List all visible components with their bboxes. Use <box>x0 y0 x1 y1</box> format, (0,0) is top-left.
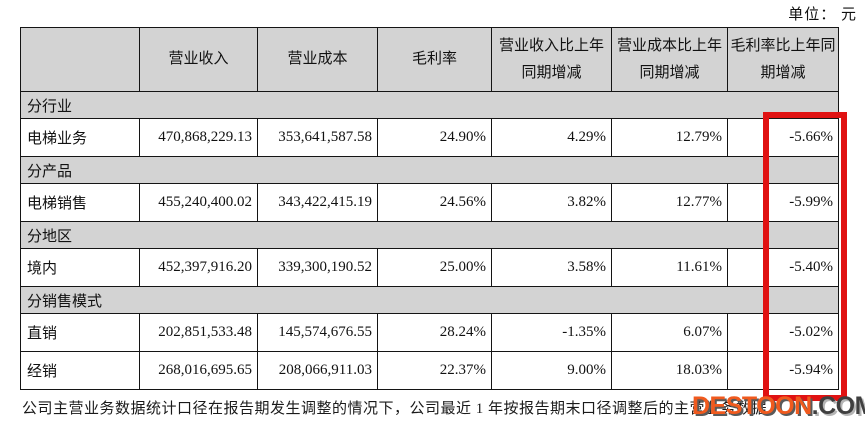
cost-yoy-value: 11.61% <box>611 248 728 287</box>
revenue-yoy-value: -1.35% <box>491 313 612 352</box>
margin-yoy-value: -5.02% <box>727 313 839 352</box>
section-title: 分销售模式 <box>20 286 839 314</box>
header-revenue-yoy: 营业收入比上年同期增减 <box>491 27 612 92</box>
watermark-brand: DESTOON <box>692 392 812 420</box>
header-margin-yoy: 毛利率比上年同期增减 <box>727 27 839 92</box>
table-row-direct-sales: 直销 202,851,533.48 145,574,676.55 28.24% … <box>20 313 839 352</box>
cost-value: 353,641,587.58 <box>257 118 378 157</box>
cost-yoy-value: 12.79% <box>611 118 728 157</box>
header-cost: 营业成本 <box>257 27 378 92</box>
cost-value: 145,574,676.55 <box>257 313 378 352</box>
row-label: 电梯业务 <box>20 118 140 157</box>
section-title: 分地区 <box>20 221 839 249</box>
cost-yoy-value: 18.03% <box>611 351 728 390</box>
section-by-sales-model: 分销售模式 <box>20 286 839 314</box>
section-by-region: 分地区 <box>20 221 839 249</box>
section-title: 分产品 <box>20 156 839 184</box>
margin-value: 24.90% <box>377 118 492 157</box>
margin-yoy-value: -5.94% <box>727 351 839 390</box>
revenue-value: 268,016,695.65 <box>139 351 258 390</box>
cost-yoy-value: 6.07% <box>611 313 728 352</box>
margin-yoy-value: -5.40% <box>727 248 839 287</box>
row-label: 电梯销售 <box>20 183 140 222</box>
table-row-elevator-business: 电梯业务 470,868,229.13 353,641,587.58 24.90… <box>20 118 839 157</box>
margin-value: 24.56% <box>377 183 492 222</box>
unit-label: 单位： 元 <box>788 7 857 23</box>
section-by-product: 分产品 <box>20 156 839 184</box>
revenue-yoy-value: 9.00% <box>491 351 612 390</box>
margin-value: 25.00% <box>377 248 492 287</box>
revenue-value: 202,851,533.48 <box>139 313 258 352</box>
business-segment-table: 营业收入 营业成本 毛利率 营业收入比上年同期增减 营业成本比上年同期增减 毛利… <box>20 27 839 390</box>
destoon-watermark: DESTOON.COM <box>692 392 865 421</box>
cost-value: 208,066,911.03 <box>257 351 378 390</box>
cost-value: 343,422,415.19 <box>257 183 378 222</box>
table-header-row: 营业收入 营业成本 毛利率 营业收入比上年同期增减 营业成本比上年同期增减 毛利… <box>20 27 839 92</box>
margin-value: 22.37% <box>377 351 492 390</box>
revenue-yoy-value: 3.58% <box>491 248 612 287</box>
table-row-elevator-sales: 电梯销售 455,240,400.02 343,422,415.19 24.56… <box>20 183 839 222</box>
footnote-text: 公司主营业务数据统计口径在报告期发生调整的情况下，公司最近 1 年按报告期末口径… <box>22 401 768 417</box>
table-row-distribution: 经销 268,016,695.65 208,066,911.03 22.37% … <box>20 351 839 390</box>
revenue-yoy-value: 3.82% <box>491 183 612 222</box>
row-label: 直销 <box>20 313 140 352</box>
header-blank-cell <box>20 27 140 92</box>
revenue-value: 452,397,916.20 <box>139 248 258 287</box>
margin-yoy-value: -5.99% <box>727 183 839 222</box>
table-row-domestic: 境内 452,397,916.20 339,300,190.52 25.00% … <box>20 248 839 287</box>
row-label: 境内 <box>20 248 140 287</box>
row-label: 经销 <box>20 351 140 390</box>
revenue-value: 470,868,229.13 <box>139 118 258 157</box>
margin-value: 28.24% <box>377 313 492 352</box>
header-revenue: 营业收入 <box>139 27 258 92</box>
revenue-yoy-value: 4.29% <box>491 118 612 157</box>
watermark-suffix: .COM <box>811 392 865 420</box>
cost-value: 339,300,190.52 <box>257 248 378 287</box>
header-cost-yoy: 营业成本比上年同期增减 <box>611 27 728 92</box>
revenue-value: 455,240,400.02 <box>139 183 258 222</box>
section-by-industry: 分行业 <box>20 91 839 119</box>
section-title: 分行业 <box>20 91 839 119</box>
header-margin: 毛利率 <box>377 27 492 92</box>
cost-yoy-value: 12.77% <box>611 183 728 222</box>
margin-yoy-value: -5.66% <box>727 118 839 157</box>
